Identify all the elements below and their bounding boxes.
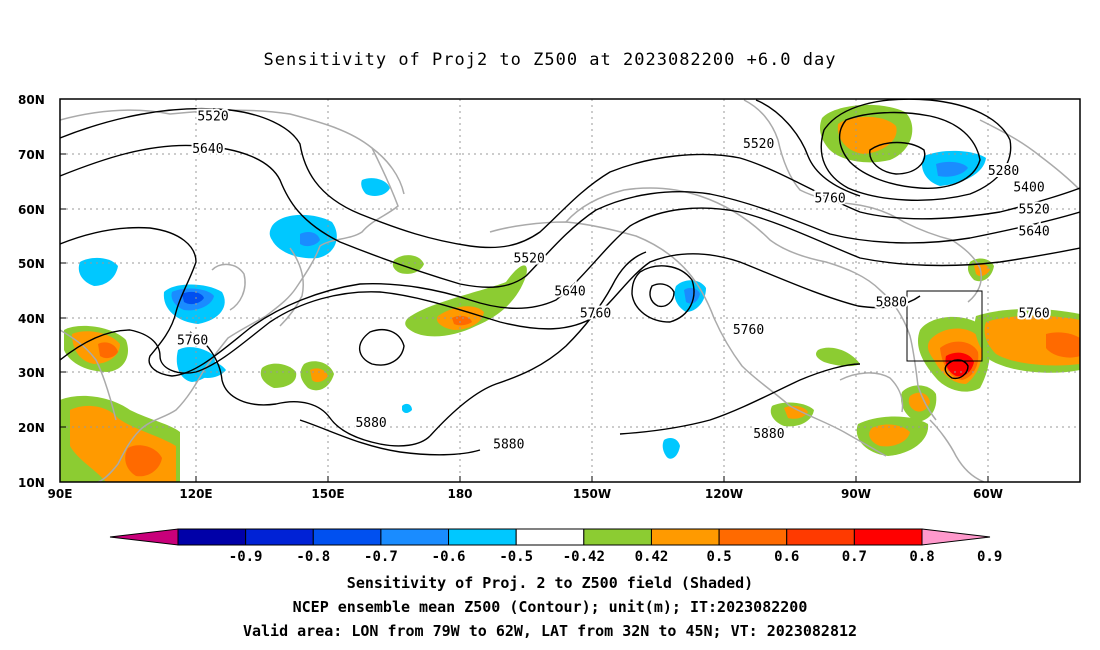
latitude-labels: 80N 70N 60N 50N 40N 30N 20N 10N — [18, 93, 45, 490]
colorbar-high-extension — [921, 528, 991, 546]
colorbar-tick-label: -0.8 — [296, 549, 330, 565]
lon-label: 120E — [179, 487, 212, 501]
contour-labels: 5520 5640 5520 5640 5760 5760 5880 5880 5520 5760… — [175, 107, 1052, 454]
lat-label: 80N — [18, 93, 45, 107]
colorbar-tick-label: 0.6 — [774, 549, 799, 565]
colorbar-tick-label: -0.7 — [364, 549, 398, 565]
contour-label: 5880 — [493, 438, 524, 453]
contour-label: 5760 — [580, 306, 611, 321]
lat-label: 60N — [18, 203, 45, 217]
colorbar-swatch — [448, 528, 517, 546]
colorbar-tick-label: -0.42 — [563, 549, 605, 565]
colorbar-swatch — [515, 528, 585, 546]
contour-label: 5520 — [743, 137, 774, 152]
contour-label: 5880 — [355, 416, 386, 431]
colorbar: -0.9 -0.8 -0.7 -0.6 -0.5 -0.42 0.42 0.5 0.6 0.7 0.… — [109, 528, 1002, 565]
colorbar-swatch — [650, 528, 720, 546]
colorbar-tick-label: 0.5 — [706, 549, 731, 565]
lon-label: 90E — [48, 487, 73, 501]
colorbar-swatch — [853, 528, 923, 546]
colorbar-swatch — [380, 528, 450, 546]
colorbar-swatch — [245, 528, 314, 546]
contour-label: 5280 — [988, 164, 1019, 179]
contour-label: 5520 — [197, 109, 228, 124]
valid-area-box — [906, 290, 983, 362]
contour-label: 5880 — [753, 427, 784, 442]
lon-label: 150E — [311, 487, 344, 501]
contour-label: 5760 — [814, 191, 845, 206]
contour-label: 5760 — [1018, 306, 1049, 321]
lon-label: 180 — [447, 487, 472, 501]
contour-label: 5520 — [1018, 202, 1049, 217]
colorbar-tick-label: 0.42 — [635, 549, 669, 565]
sensitivity-shading — [60, 104, 1080, 482]
colorbar-swatch — [786, 528, 855, 546]
ticks — [59, 98, 989, 483]
contour-label: 5760 — [733, 323, 764, 338]
colorbar-swatch — [177, 528, 247, 546]
colorbar-tick-label: 0.8 — [909, 549, 934, 565]
map-frame — [59, 98, 1081, 483]
colorbar-tick-label: 0.7 — [842, 549, 867, 565]
caption-line-2: NCEP ensemble mean Z500 (Contour); unit(… — [292, 598, 808, 616]
contour-label: 5640 — [1018, 224, 1049, 239]
lat-label: 40N — [18, 312, 45, 326]
colorbar-tick-label: 0.9 — [977, 549, 1002, 565]
contour-label: 5400 — [1013, 181, 1044, 196]
graticule — [60, 99, 1080, 482]
contour-label: 5640 — [192, 142, 223, 157]
contour-label: 5520 — [514, 252, 545, 267]
lat-label: 20N — [18, 421, 45, 435]
colorbar-swatch — [312, 528, 382, 546]
lon-label: 150W — [573, 487, 611, 501]
lon-label: 120W — [705, 487, 743, 501]
lat-label: 30N — [18, 366, 45, 380]
colorbar-tick-label: -0.9 — [229, 549, 263, 565]
caption-line-1: Sensitivity of Proj. 2 to Z500 field (Sh… — [346, 574, 754, 592]
colorbar-tick-label: -0.5 — [499, 549, 533, 565]
caption-line-3: Valid area: LON from 79W to 62W, LAT fro… — [242, 622, 858, 640]
longitude-labels: 90E 120E 150E 180 150W 120W 90W 60W — [48, 487, 1003, 501]
colorbar-tick-label: -0.6 — [432, 549, 466, 565]
lat-label: 70N — [18, 148, 45, 162]
map-title: Sensitivity of Proj2 to Z500 at 20230822… — [263, 50, 837, 70]
coastlines — [60, 99, 1080, 482]
contour-label: 5640 — [554, 285, 585, 300]
colorbar-low-extension — [109, 528, 179, 546]
lat-label: 50N — [18, 257, 45, 271]
lat-label: 10N — [18, 476, 45, 490]
colorbar-swatch — [583, 528, 652, 546]
colorbar-swatch — [718, 528, 788, 546]
contour-label: 5880 — [876, 295, 907, 310]
contour-label: 5760 — [177, 334, 208, 349]
lon-label: 60W — [973, 487, 1003, 501]
lon-label: 90W — [841, 487, 871, 501]
